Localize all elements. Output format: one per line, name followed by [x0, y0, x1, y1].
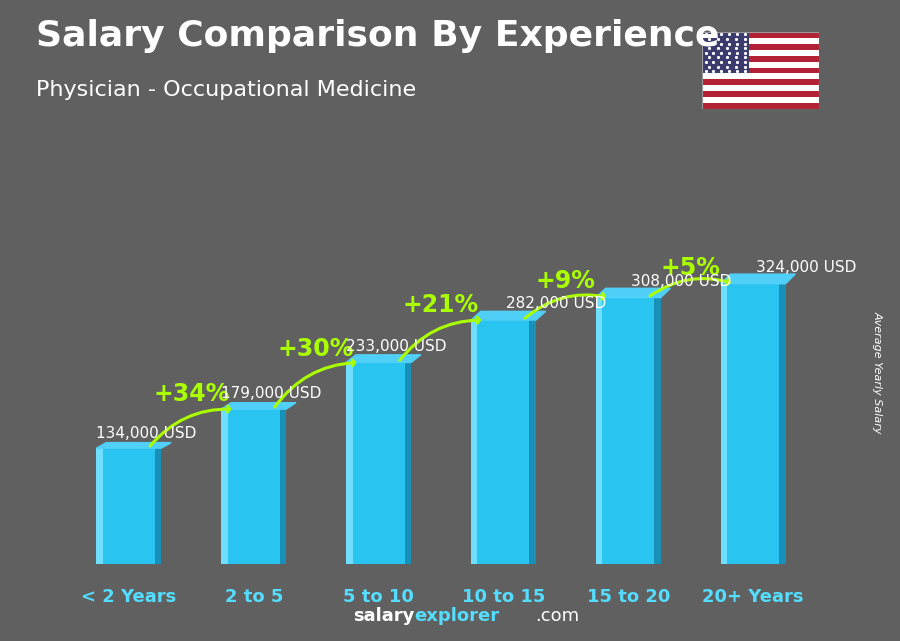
Text: .com: .com: [536, 607, 580, 625]
Bar: [702, 85, 819, 91]
Polygon shape: [346, 355, 421, 362]
FancyBboxPatch shape: [779, 284, 786, 564]
Text: Physician - Occupational Medicine: Physician - Occupational Medicine: [36, 80, 416, 100]
Text: salary: salary: [353, 607, 414, 625]
Bar: [702, 50, 819, 56]
Text: +5%: +5%: [661, 256, 721, 280]
Text: 20+ Years: 20+ Years: [702, 588, 804, 606]
Bar: [702, 103, 819, 109]
Text: 5 to 10: 5 to 10: [343, 588, 414, 606]
FancyBboxPatch shape: [721, 284, 727, 564]
Text: Salary Comparison By Experience: Salary Comparison By Experience: [36, 19, 719, 53]
Text: +34%: +34%: [153, 382, 230, 406]
Text: +21%: +21%: [403, 293, 479, 317]
FancyBboxPatch shape: [221, 409, 286, 564]
Bar: [702, 74, 819, 79]
Text: < 2 Years: < 2 Years: [81, 588, 176, 606]
FancyBboxPatch shape: [471, 320, 536, 564]
Text: 282,000 USD: 282,000 USD: [506, 296, 607, 312]
FancyBboxPatch shape: [596, 297, 602, 564]
Bar: [702, 79, 819, 85]
Bar: [702, 91, 819, 97]
Text: explorer: explorer: [414, 607, 500, 625]
Polygon shape: [96, 443, 171, 448]
Polygon shape: [721, 274, 796, 284]
FancyArrowPatch shape: [650, 279, 729, 296]
FancyBboxPatch shape: [221, 409, 228, 564]
Polygon shape: [596, 288, 670, 297]
FancyBboxPatch shape: [280, 409, 286, 564]
Text: 233,000 USD: 233,000 USD: [346, 339, 446, 354]
FancyBboxPatch shape: [721, 284, 786, 564]
FancyArrowPatch shape: [150, 406, 230, 446]
Text: 134,000 USD: 134,000 USD: [96, 426, 197, 441]
Bar: [702, 32, 749, 74]
FancyArrowPatch shape: [274, 360, 355, 407]
Bar: [702, 38, 819, 44]
FancyBboxPatch shape: [96, 448, 103, 564]
FancyBboxPatch shape: [404, 362, 411, 564]
FancyBboxPatch shape: [471, 320, 478, 564]
Polygon shape: [471, 312, 545, 320]
FancyArrowPatch shape: [525, 294, 604, 318]
Bar: [702, 62, 819, 67]
Text: Average Yearly Salary: Average Yearly Salary: [872, 310, 883, 433]
FancyBboxPatch shape: [346, 362, 353, 564]
FancyBboxPatch shape: [155, 448, 161, 564]
FancyBboxPatch shape: [654, 297, 661, 564]
Polygon shape: [221, 403, 296, 409]
Bar: [702, 67, 819, 74]
Text: 2 to 5: 2 to 5: [225, 588, 283, 606]
FancyBboxPatch shape: [596, 297, 661, 564]
Bar: [702, 44, 819, 50]
Text: 308,000 USD: 308,000 USD: [631, 274, 731, 289]
Text: 324,000 USD: 324,000 USD: [756, 260, 856, 275]
Text: 10 to 15: 10 to 15: [462, 588, 545, 606]
Text: 179,000 USD: 179,000 USD: [221, 385, 321, 401]
FancyBboxPatch shape: [346, 362, 411, 564]
Text: +30%: +30%: [278, 337, 355, 362]
Text: 15 to 20: 15 to 20: [587, 588, 670, 606]
Bar: [702, 56, 819, 62]
Bar: [702, 32, 819, 38]
FancyArrowPatch shape: [400, 317, 480, 360]
FancyBboxPatch shape: [96, 448, 161, 564]
Text: +9%: +9%: [536, 269, 596, 293]
Bar: [702, 97, 819, 103]
FancyBboxPatch shape: [529, 320, 535, 564]
